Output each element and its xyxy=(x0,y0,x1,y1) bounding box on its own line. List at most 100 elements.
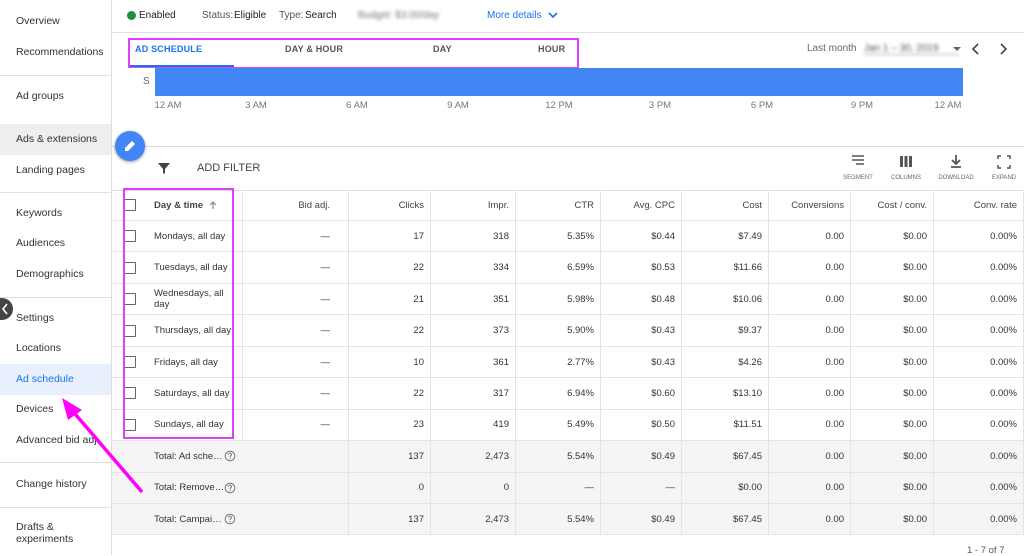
row-label: Wednesdays, all day xyxy=(148,283,243,316)
next-button[interactable] xyxy=(997,42,1009,56)
cell: — xyxy=(243,346,349,379)
cell: $7.49 xyxy=(682,221,769,253)
cell: $0.43 xyxy=(601,346,682,379)
schedule-chart: S 12 AM 3 AM 6 AM 9 AM 12 PM 3 PM 6 PM 9 PM 12 A… xyxy=(112,68,1024,147)
date-label: Last month xyxy=(807,43,857,54)
nav-item[interactable]: Demographics xyxy=(16,268,84,280)
divider xyxy=(0,75,111,76)
tool-label: DOWNLOAD xyxy=(938,175,974,181)
column-header: Conv. rate xyxy=(934,190,1024,221)
row-label: S xyxy=(143,76,150,87)
status: Enabled xyxy=(139,10,176,21)
tool-icon[interactable] xyxy=(996,154,1012,170)
cell: $0.44 xyxy=(601,221,682,253)
cell: 17 xyxy=(349,221,431,253)
nav-item[interactable]: Recommendations xyxy=(16,46,104,58)
tool-icon[interactable] xyxy=(850,154,866,170)
cell: — xyxy=(243,221,349,253)
tab[interactable]: HOUR xyxy=(538,44,566,54)
tab[interactable]: DAY xyxy=(433,44,452,54)
tab[interactable]: DAY & HOUR xyxy=(285,44,344,54)
cell: 0.00% xyxy=(934,472,1024,505)
column-header: Bid adj. xyxy=(243,190,349,221)
cell: $0.00 xyxy=(851,504,934,536)
nav-item[interactable]: Ads & extensions xyxy=(16,133,98,145)
checkbox-cell xyxy=(112,441,148,473)
status-dot xyxy=(127,11,136,20)
cell: $4.26 xyxy=(682,346,769,379)
pencil-icon xyxy=(125,141,135,151)
prev-button[interactable] xyxy=(970,42,982,56)
nav-item[interactable]: Drafts & experiments xyxy=(16,521,74,545)
tool-label: COLUMNS xyxy=(890,175,921,181)
cell: 0.00 xyxy=(769,504,851,536)
cell: 0.00% xyxy=(934,441,1024,473)
cell: 2.77% xyxy=(516,346,601,379)
cell: $0.00 xyxy=(851,378,934,410)
nav-item[interactable]: Settings xyxy=(16,312,54,324)
cell: $0.53 xyxy=(601,252,682,284)
cell: 5.90% xyxy=(516,315,601,347)
x-axis-label: 9 PM xyxy=(850,100,874,111)
edit-button[interactable] xyxy=(115,131,145,161)
nav-item[interactable]: Devices xyxy=(16,403,54,415)
x-axis-label: 6 PM xyxy=(750,100,774,111)
help-icon[interactable] xyxy=(224,450,236,462)
nav-item[interactable]: Ad schedule xyxy=(16,373,74,385)
cell: $0.00 xyxy=(851,252,934,284)
cell: 0.00% xyxy=(934,221,1024,253)
nav-item[interactable]: Ad groups xyxy=(16,90,64,102)
sort-arrow xyxy=(209,201,217,209)
total-label: Total: Ad sche… xyxy=(148,441,349,473)
cell: 0.00 xyxy=(769,441,851,473)
cell: $0.00 xyxy=(851,346,934,379)
item-bg xyxy=(0,364,111,395)
cell: 137 xyxy=(349,441,431,473)
column-header: Day & time xyxy=(148,190,243,221)
cell: 6.59% xyxy=(516,252,601,284)
help-icon[interactable] xyxy=(224,482,236,494)
cell: — xyxy=(516,472,601,505)
row-label: Fridays, all day xyxy=(148,346,243,379)
column-header: Conversions xyxy=(769,190,851,221)
cell: 5.54% xyxy=(516,441,601,473)
nav-item[interactable]: Keywords xyxy=(16,207,63,219)
nav-item[interactable]: Landing pages xyxy=(16,164,85,176)
nav-item[interactable]: Change history xyxy=(16,478,87,490)
cell: 0.00 xyxy=(769,346,851,379)
help-icon[interactable] xyxy=(224,513,236,525)
cell: $11.51 xyxy=(682,409,769,442)
cell: 361 xyxy=(431,346,516,379)
tool-icon[interactable] xyxy=(898,154,914,170)
tab[interactable]: AD SCHEDULE xyxy=(135,44,203,54)
add-filter[interactable]: ADD FILTER xyxy=(197,162,261,174)
date-range[interactable]: Jan 1 – 30, 2019 xyxy=(864,43,959,55)
cell: 0.00 xyxy=(769,315,851,347)
cell: 0.00 xyxy=(769,252,851,284)
dropdown-arrow xyxy=(953,47,961,51)
cell: 10 xyxy=(349,346,431,379)
cell: $0.00 xyxy=(851,315,934,347)
cell: 5.49% xyxy=(516,409,601,442)
cell: $67.45 xyxy=(682,441,769,473)
cell: 318 xyxy=(431,221,516,253)
cell: — xyxy=(243,378,349,410)
collapse-handle[interactable] xyxy=(0,298,14,320)
tool-label: EXPAND xyxy=(991,175,1017,181)
nav-item[interactable]: Audiences xyxy=(16,237,66,249)
tool-icon[interactable] xyxy=(948,154,964,170)
cell: — xyxy=(243,252,349,284)
schedule-bar xyxy=(155,68,963,96)
more-details[interactable]: More details xyxy=(487,10,542,21)
nav-item[interactable]: Advanced bid adj. xyxy=(16,434,100,446)
cell: 0 xyxy=(349,472,431,505)
type-value: Search xyxy=(305,10,337,21)
nav-item[interactable]: Overview xyxy=(16,15,60,27)
cell: 0.00 xyxy=(769,221,851,253)
cell: 2,473 xyxy=(431,504,516,536)
row-label: Thursdays, all day xyxy=(148,315,243,347)
nav-item[interactable]: Locations xyxy=(16,342,61,354)
total-text: Total: Ad sche… xyxy=(154,450,223,462)
cell: $0.00 xyxy=(682,472,769,505)
